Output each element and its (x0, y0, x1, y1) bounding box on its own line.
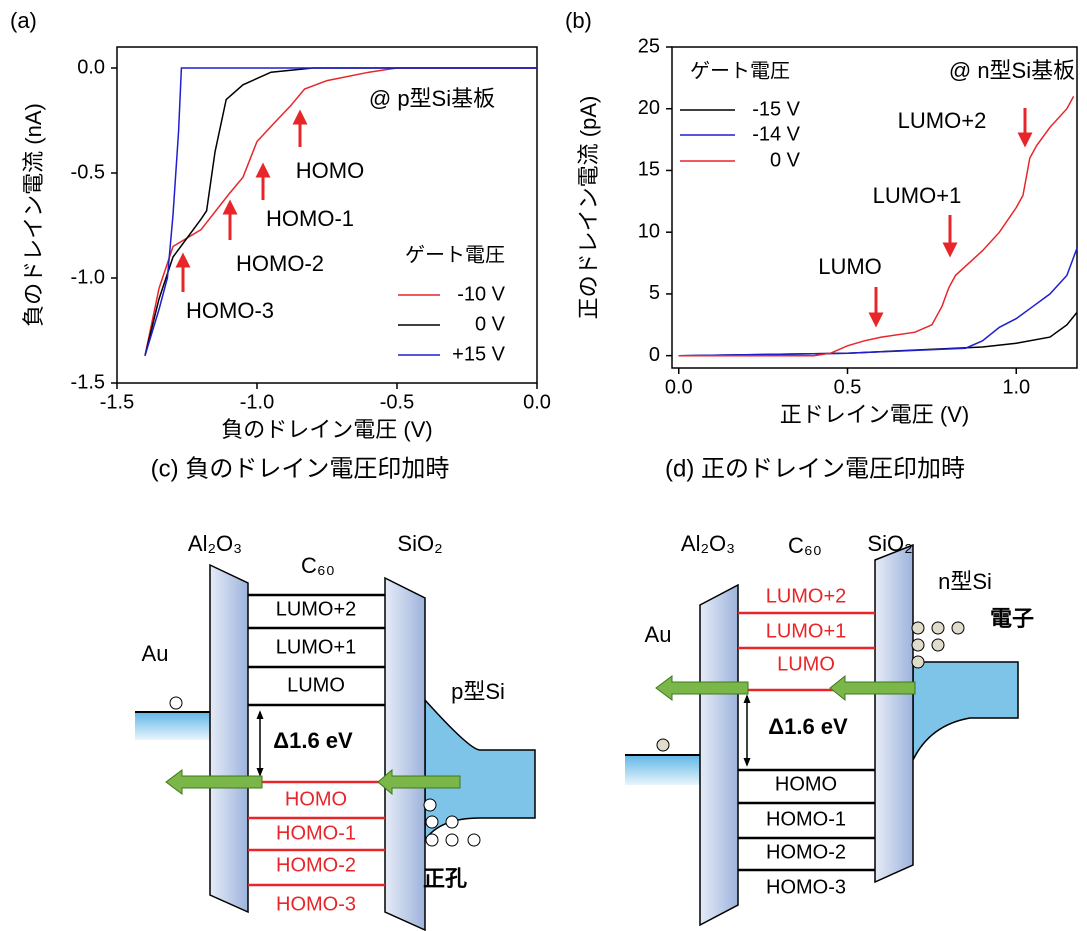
annotation: LUMO (818, 254, 882, 279)
level-label: HOMO (285, 788, 347, 810)
diagram-title: (c) 負のドレイン電圧印加時 (151, 455, 450, 482)
level-label: HOMO-1 (276, 822, 356, 844)
level-label: LUMO+2 (276, 598, 357, 620)
figure: (a) -1.5 -1.0 -0.5 0.0 -1.5 -1.0 -0.5 0.0 負のドレイン電… (0, 0, 1087, 931)
y-tick-label: 10 (638, 220, 660, 242)
y-tick-label: -0.5 (71, 161, 105, 183)
annotation: HOMO (296, 158, 364, 183)
legend-label: -15 V (752, 98, 800, 120)
level-label: HOMO-3 (276, 893, 356, 915)
diagram-label: C₆₀ (788, 533, 822, 558)
y-axis-label: 正のドレイン電流 (pA) (576, 96, 601, 320)
diagram-label: Al₂O₃ (188, 531, 242, 556)
legend-label: +15 V (452, 343, 505, 365)
annotation: @ n型Si基板 (949, 58, 1075, 83)
panel-label: (b) (565, 8, 592, 33)
level-label: HOMO-2 (766, 841, 846, 863)
y-tick-label: 0 (649, 344, 660, 366)
level-label: LUMO+2 (766, 585, 847, 607)
y-tick-label: 15 (638, 159, 660, 181)
annotation: LUMO+1 (873, 183, 962, 208)
data-line (679, 312, 1077, 355)
legend-label: 0 V (475, 313, 506, 335)
y-tick-label: 0.0 (77, 56, 105, 78)
y-tick-label: -1.0 (71, 266, 105, 288)
legend-label: 0 V (770, 149, 801, 171)
level-label: HOMO-3 (766, 876, 846, 898)
y-tick-label: -1.5 (71, 371, 105, 393)
level-label: HOMO-2 (276, 854, 356, 876)
annotation: LUMO+2 (898, 108, 987, 133)
x-axis-label: 正ドレイン電圧 (V) (780, 402, 969, 427)
y-tick-label: 20 (638, 97, 660, 119)
x-tick-label: 0.5 (834, 376, 862, 398)
x-tick-label: 0.0 (665, 376, 693, 398)
diagram-title: (d) 正のドレイン電圧印加時 (665, 455, 965, 482)
legend-title: ゲート電圧 (690, 59, 790, 82)
y-tick-label: 25 (638, 35, 660, 57)
gap-label: Δ1.6 eV (273, 728, 353, 753)
diagram-label: n型Si (938, 569, 992, 594)
annotation: HOMO-3 (186, 298, 274, 323)
x-tick-label: -1.0 (240, 391, 274, 413)
panel-label: (a) (10, 8, 37, 33)
x-axis-label: 負のドレイン電圧 (V) (221, 417, 432, 442)
legend-label: -10 V (457, 283, 505, 305)
diagram-label: Al₂O₃ (681, 531, 735, 556)
annotation: HOMO-2 (236, 251, 324, 276)
diagram-label: Au (645, 622, 672, 647)
diagram-label: SiO₂ (867, 531, 912, 556)
x-tick-label: -0.5 (380, 391, 414, 413)
annotation: @ p型Si基板 (369, 86, 495, 111)
carrier-label: 正孔 (423, 866, 467, 891)
legend-label: -14 V (752, 123, 800, 145)
level-label: HOMO-1 (766, 808, 846, 830)
annotation: HOMO-1 (266, 206, 354, 231)
y-tick-label: 5 (649, 282, 660, 304)
level-label: LUMO (777, 653, 835, 675)
diagram-label: Au (142, 641, 169, 666)
y-axis-label: 負のドレイン電流 (nA) (21, 103, 46, 327)
level-label: LUMO+1 (276, 636, 357, 658)
level-label: LUMO+1 (766, 620, 847, 642)
carrier-label: 電子 (990, 606, 1034, 631)
x-tick-label: -1.5 (100, 391, 134, 413)
gap-label: Δ1.6 eV (768, 714, 848, 739)
x-tick-label: 1.0 (1002, 376, 1030, 398)
diagram-label: p型Si (451, 679, 505, 704)
level-label: HOMO (775, 773, 837, 795)
x-tick-label: 0.0 (523, 391, 551, 413)
diagram-label: SiO₂ (397, 531, 442, 556)
diagram-label: C₆₀ (301, 553, 335, 578)
legend-title: ゲート電圧 (405, 243, 505, 266)
level-label: LUMO (287, 674, 345, 696)
